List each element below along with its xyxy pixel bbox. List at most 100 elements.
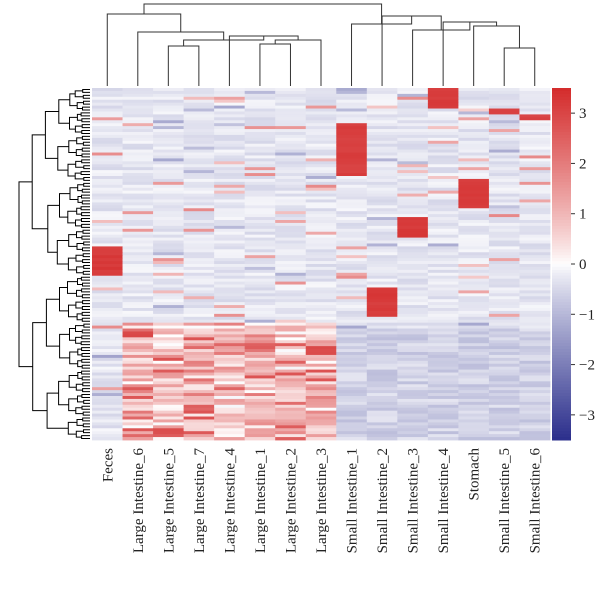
heatmap-cell [92,126,123,130]
heatmap-cell [92,384,123,388]
colorbar-segment [552,243,571,247]
heatmap-cell [366,149,398,153]
heatmap-cell [427,149,459,153]
heatmap-cell [214,140,246,145]
heatmap-cell [214,340,246,344]
heatmap-cell [122,231,154,236]
heatmap-cell [519,220,551,224]
heatmap-cell [336,390,368,394]
heatmap-cell [458,308,490,312]
heatmap-cell [183,225,215,230]
heatmap-cell [336,378,368,382]
heatmap-cell [397,202,429,206]
heatmap-cell [397,222,429,227]
heatmap-cell [275,410,307,414]
heatmap-cell [92,231,123,236]
colorbar-tick-label: −1 [579,307,595,323]
heatmap-cell [153,381,184,385]
heatmap-cell [153,205,184,209]
heatmap-cell [427,114,459,118]
heatmap-cell [488,129,520,133]
heatmap-cell [275,181,307,186]
heatmap-cell [275,225,307,230]
heatmap-cell [183,310,215,315]
heatmap-cell [183,375,215,379]
heatmap-cell [366,237,398,241]
heatmap-cell [153,410,184,414]
heatmap-cell [305,161,337,165]
colorbar-segment [552,126,571,130]
heatmap-cell [122,419,154,423]
heatmap-cell [305,90,337,95]
heatmap-cell [519,237,551,241]
heatmap-cell [92,375,123,379]
heatmap-cell [153,357,184,362]
heatmap-cell [183,208,215,212]
heatmap-cell [488,434,520,438]
heatmap-cell [336,413,368,417]
heatmap-cell [92,228,123,233]
heatmap-cell [366,231,398,236]
colorbar-segment [552,313,571,318]
heatmap-cell [153,431,184,435]
heatmap-cell [488,146,520,150]
heatmap-cell [519,287,551,291]
heatmap-cell [336,149,368,153]
heatmap-cell [153,196,184,200]
heatmap-cell [244,416,276,420]
colorbar-segment [552,316,571,321]
heatmap-cell [336,196,368,200]
heatmap-cell [92,237,123,241]
colorbar-segment [552,161,571,165]
heatmap-cell [244,205,276,209]
colorbar-segment [552,178,571,183]
heatmap-cell [244,129,276,133]
colorbar-segment [552,425,571,429]
heatmap-cell [183,117,215,121]
colorbar-segment [552,346,571,350]
heatmap-cell [214,208,246,212]
heatmap-cell [458,331,490,335]
heatmap-cell [153,281,184,285]
heatmap-cell [305,225,337,230]
heatmap-cell [488,246,520,250]
heatmap-cell [244,302,276,306]
heatmap-cell [305,337,337,341]
heatmap-cell [214,158,246,162]
heatmap-cell [153,114,184,118]
heatmap-cell [519,152,551,156]
heatmap-cell [153,278,184,282]
heatmap-cell [397,434,429,438]
heatmap-cell [397,243,429,247]
heatmap-cell [92,266,123,271]
heatmap-cell [305,108,337,112]
heatmap-cell [214,407,246,412]
heatmap-cell [122,228,154,233]
heatmap-cell [458,164,490,168]
heatmap-cell [153,290,184,294]
heatmap-cell [275,434,307,438]
heatmap-cell [519,266,551,271]
heatmap-cell [214,149,246,153]
heatmap-cell [183,255,215,259]
heatmap-cell [366,401,398,406]
heatmap-cell [366,346,398,350]
heatmap-cell [488,372,520,376]
heatmap-cell [153,313,184,318]
column-label: Small Intestine_4 [436,448,452,554]
heatmap-cell [122,211,154,215]
heatmap-cell [397,305,429,309]
heatmap-cell [183,393,215,397]
heatmap-cell [519,334,551,338]
heatmap-cell [153,401,184,406]
heatmap-cell [366,222,398,227]
heatmap-cell [519,437,551,441]
colorbar-segment [552,434,571,438]
heatmap-cell [336,173,368,177]
heatmap-cell [397,349,429,353]
heatmap-cell [519,381,551,385]
heatmap-cell [244,272,276,277]
heatmap-cell [153,190,184,194]
heatmap-cell [366,246,398,250]
heatmap-cell [336,170,368,174]
